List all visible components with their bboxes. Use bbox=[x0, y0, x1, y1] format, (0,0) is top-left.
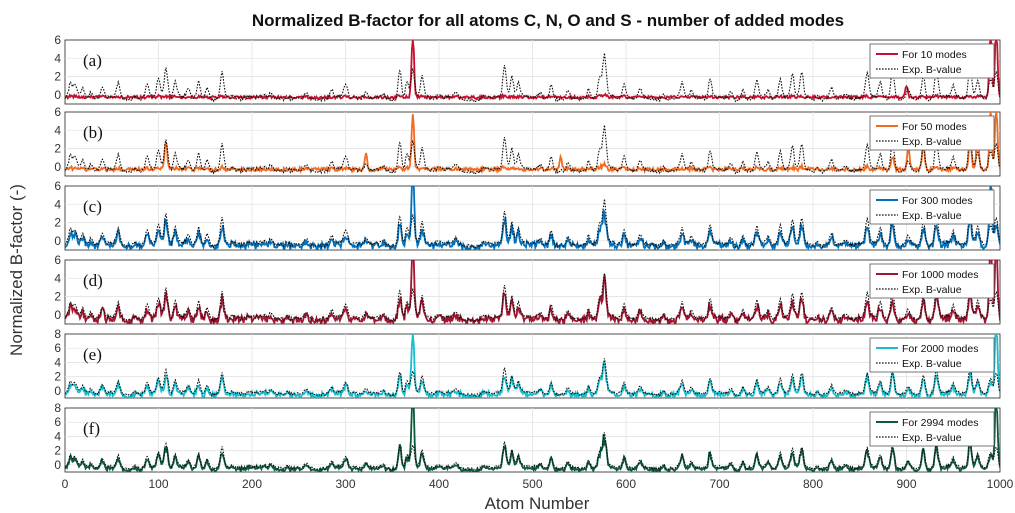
legend-box bbox=[869, 337, 995, 373]
panel-label: (c) bbox=[83, 197, 102, 216]
legend-box bbox=[869, 43, 995, 79]
series-line-model bbox=[65, 40, 1000, 102]
y-tick-label: 6 bbox=[54, 415, 61, 429]
x-tick-label: 900 bbox=[896, 477, 916, 491]
panel-label: (a) bbox=[83, 51, 102, 70]
series-line-exp bbox=[65, 198, 1000, 249]
legend-entry-model: For 1000 modes bbox=[902, 269, 978, 281]
legend-entry-model: For 2000 modes bbox=[902, 343, 978, 355]
y-tick-label: 6 bbox=[54, 33, 61, 47]
y-tick-label: 2 bbox=[54, 142, 61, 156]
series-line-model bbox=[65, 408, 1000, 472]
legend-entry-exp: Exp. B-value bbox=[902, 136, 962, 148]
x-tick-label: 700 bbox=[709, 477, 729, 491]
series-line-model bbox=[65, 112, 1000, 175]
legend-box bbox=[869, 263, 995, 299]
series-line-model bbox=[65, 260, 1000, 324]
y-tick-label: 4 bbox=[54, 197, 61, 211]
y-tick-label: 8 bbox=[54, 401, 61, 415]
legend-entry-exp: Exp. B-value bbox=[902, 284, 962, 296]
y-tick-label: 2 bbox=[54, 290, 61, 304]
panel-4: 0 2 4 6 (d) For 1000 modes Exp. B-value bbox=[54, 253, 1001, 325]
panel-label: (b) bbox=[83, 123, 103, 142]
panel-2: 0 2 4 6 (b) For 50 modes Exp. B-value bbox=[54, 105, 1001, 177]
legend-box bbox=[869, 411, 995, 447]
legend-entry-exp: Exp. B-value bbox=[902, 64, 962, 76]
y-tick-label: 0 bbox=[54, 384, 61, 398]
legend-box bbox=[869, 115, 995, 151]
y-tick-label: 2 bbox=[54, 444, 61, 458]
x-tick-label: 500 bbox=[522, 477, 542, 491]
series-line-model bbox=[65, 186, 1000, 250]
y-tick-label: 8 bbox=[54, 327, 61, 341]
legend-entry-model: For 50 modes bbox=[902, 121, 967, 133]
y-tick-label: 0 bbox=[54, 308, 61, 322]
legend-entry-model: For 300 modes bbox=[902, 195, 973, 207]
panel-3: 0 2 4 6 (c) For 300 modes Exp. B-value bbox=[54, 179, 1001, 251]
x-tick-label: 400 bbox=[429, 477, 449, 491]
series-line-exp bbox=[65, 272, 1000, 323]
y-tick-label: 2 bbox=[54, 216, 61, 230]
y-axis-label: Normalized B-factor (-) bbox=[7, 184, 26, 356]
y-tick-label: 0 bbox=[54, 458, 61, 472]
y-tick-label: 4 bbox=[54, 429, 61, 443]
y-tick-label: 4 bbox=[54, 355, 61, 369]
panel-label: (d) bbox=[83, 271, 103, 290]
y-tick-label: 6 bbox=[54, 341, 61, 355]
y-tick-label: 6 bbox=[54, 105, 61, 119]
y-tick-label: 0 bbox=[54, 160, 61, 174]
series-line-exp bbox=[65, 432, 1000, 472]
panel-1: 0 2 4 6 (a) For 10 modes Exp. B-value bbox=[54, 33, 1001, 105]
legend-entry-model: For 10 modes bbox=[902, 49, 967, 61]
x-axis-label: Atom Number bbox=[485, 494, 590, 513]
x-tick-label: 0 bbox=[62, 477, 69, 491]
y-tick-label: 2 bbox=[54, 70, 61, 84]
y-tick-label: 4 bbox=[54, 123, 61, 137]
x-tick-label: 1000 bbox=[987, 477, 1014, 491]
y-tick-label: 4 bbox=[54, 271, 61, 285]
panel-label: (e) bbox=[83, 345, 102, 364]
legend-entry-exp: Exp. B-value bbox=[902, 432, 962, 444]
legend-entry-exp: Exp. B-value bbox=[902, 210, 962, 222]
x-tick-label: 200 bbox=[242, 477, 262, 491]
series-line-exp bbox=[65, 52, 1000, 103]
x-tick-label: 100 bbox=[148, 477, 168, 491]
y-tick-label: 6 bbox=[54, 179, 61, 193]
series-line-exp bbox=[65, 124, 1000, 175]
legend-entry-model: For 2994 modes bbox=[902, 417, 978, 429]
legend-box bbox=[869, 189, 995, 225]
y-tick-label: 0 bbox=[54, 234, 61, 248]
chart-title: Normalized B-factor for all atoms C, N, … bbox=[252, 11, 844, 30]
y-tick-label: 2 bbox=[54, 370, 61, 384]
x-tick-label: 600 bbox=[616, 477, 636, 491]
legend-entry-exp: Exp. B-value bbox=[902, 358, 962, 370]
y-tick-label: 6 bbox=[54, 253, 61, 267]
panel-label: (f) bbox=[83, 419, 100, 438]
y-tick-label: 0 bbox=[54, 88, 61, 102]
series-line-exp bbox=[65, 358, 1000, 398]
x-tick-label: 300 bbox=[335, 477, 355, 491]
x-tick-label: 800 bbox=[803, 477, 823, 491]
y-tick-label: 4 bbox=[54, 51, 61, 65]
